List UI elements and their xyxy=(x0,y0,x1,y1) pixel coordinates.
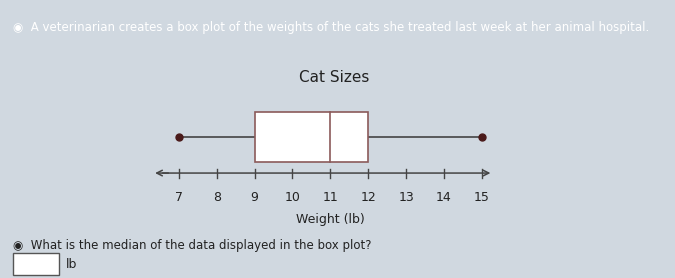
Text: 9: 9 xyxy=(250,191,259,204)
Text: Cat Sizes: Cat Sizes xyxy=(299,70,369,85)
Bar xyxy=(254,111,369,162)
Text: 10: 10 xyxy=(285,191,300,204)
Text: ◉  A veterinarian creates a box plot of the weights of the cats she treated last: ◉ A veterinarian creates a box plot of t… xyxy=(13,21,649,34)
Text: Weight (lb): Weight (lb) xyxy=(296,213,364,226)
Text: 13: 13 xyxy=(398,191,414,204)
Text: 14: 14 xyxy=(436,191,452,204)
Text: 12: 12 xyxy=(360,191,376,204)
Text: 11: 11 xyxy=(323,191,338,204)
Text: 7: 7 xyxy=(175,191,183,204)
Text: 15: 15 xyxy=(474,191,490,204)
Text: ◉  What is the median of the data displayed in the box plot?: ◉ What is the median of the data display… xyxy=(13,239,372,252)
Text: 8: 8 xyxy=(213,191,221,204)
Text: lb: lb xyxy=(65,258,77,271)
FancyBboxPatch shape xyxy=(13,253,59,275)
